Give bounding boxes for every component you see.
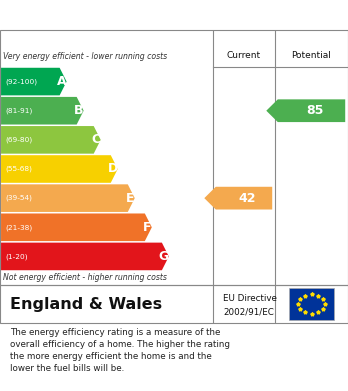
Text: Current: Current [227, 52, 261, 61]
Text: EU Directive: EU Directive [223, 294, 277, 303]
Text: C: C [91, 133, 100, 146]
Text: (69-80): (69-80) [6, 136, 33, 143]
Polygon shape [1, 243, 169, 270]
Text: G: G [159, 250, 169, 263]
Polygon shape [266, 99, 345, 122]
FancyBboxPatch shape [289, 288, 334, 320]
Text: Potential: Potential [292, 52, 331, 61]
Text: (92-100): (92-100) [6, 78, 38, 85]
Text: B: B [74, 104, 84, 117]
Text: F: F [143, 221, 151, 234]
Text: Not energy efficient - higher running costs: Not energy efficient - higher running co… [3, 273, 167, 283]
Text: Very energy efficient - lower running costs: Very energy efficient - lower running co… [3, 52, 168, 61]
Text: 42: 42 [239, 192, 256, 204]
Text: 85: 85 [306, 104, 324, 117]
Text: The energy efficiency rating is a measure of the
overall efficiency of a home. T: The energy efficiency rating is a measur… [10, 328, 230, 373]
Text: (81-91): (81-91) [6, 108, 33, 114]
Polygon shape [1, 155, 118, 183]
Text: 2002/91/EC: 2002/91/EC [223, 307, 274, 316]
Text: England & Wales: England & Wales [10, 296, 163, 312]
Text: (55-68): (55-68) [6, 166, 33, 172]
Text: E: E [126, 192, 134, 204]
Text: Energy Efficiency Rating: Energy Efficiency Rating [10, 8, 202, 22]
Polygon shape [1, 184, 135, 212]
Polygon shape [1, 126, 101, 154]
Text: (39-54): (39-54) [6, 195, 33, 201]
Text: (21-38): (21-38) [6, 224, 33, 231]
Text: A: A [57, 75, 66, 88]
Text: (1-20): (1-20) [6, 253, 28, 260]
Polygon shape [204, 187, 272, 210]
Polygon shape [1, 97, 84, 124]
Polygon shape [1, 213, 152, 241]
Polygon shape [1, 68, 66, 95]
Text: D: D [108, 163, 118, 176]
